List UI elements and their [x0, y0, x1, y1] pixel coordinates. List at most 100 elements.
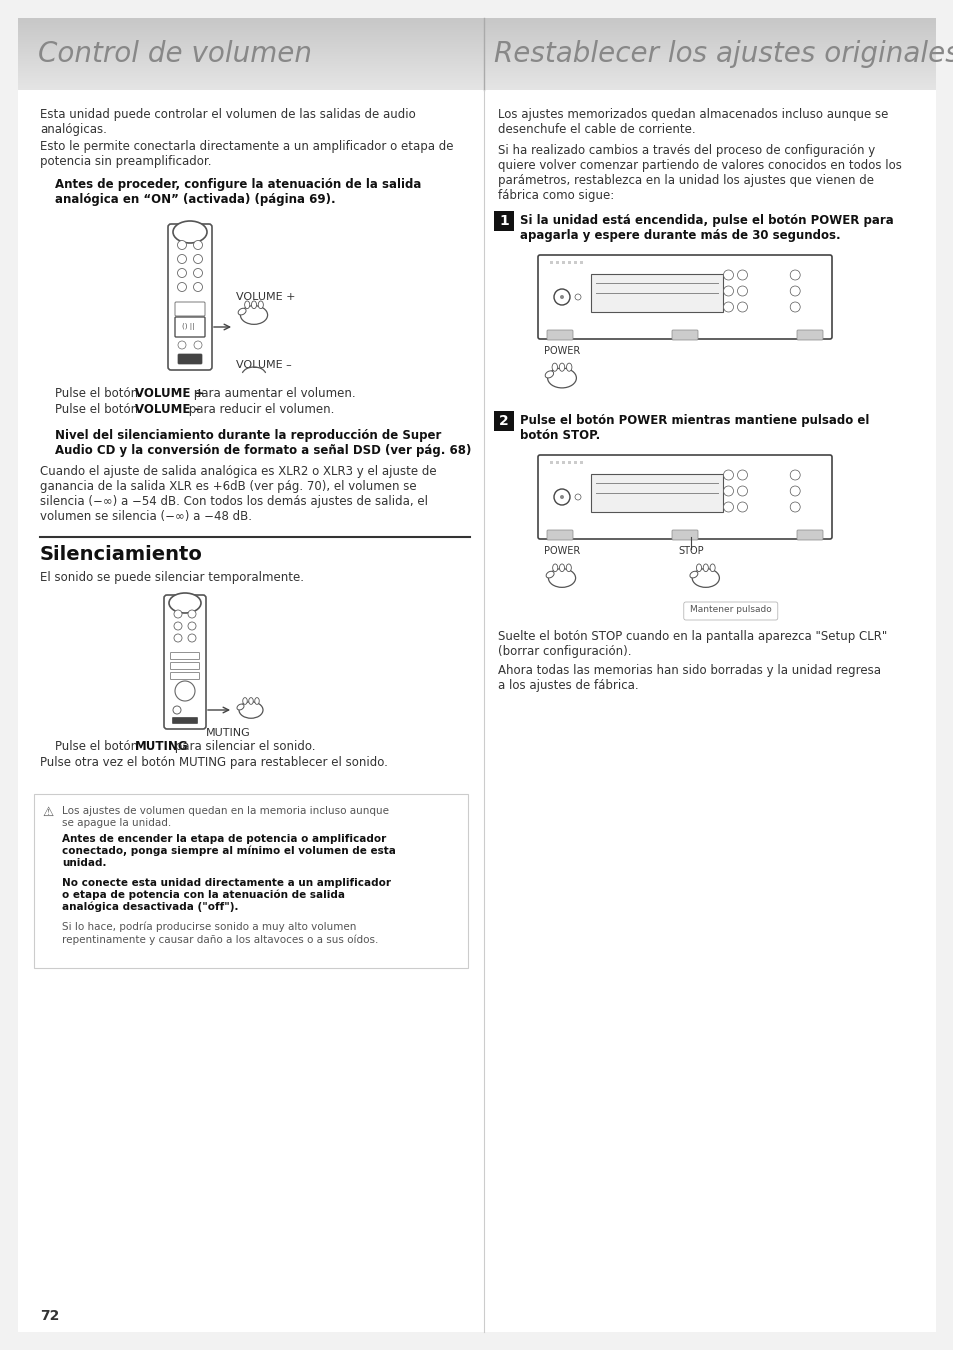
FancyBboxPatch shape — [483, 59, 935, 61]
FancyBboxPatch shape — [550, 460, 553, 464]
Ellipse shape — [249, 698, 253, 705]
Circle shape — [575, 294, 580, 300]
Circle shape — [193, 342, 202, 350]
FancyBboxPatch shape — [18, 76, 483, 78]
FancyBboxPatch shape — [18, 45, 483, 47]
Text: Pulse el botón: Pulse el botón — [55, 404, 142, 416]
FancyBboxPatch shape — [483, 70, 935, 73]
Text: Suelte el botón STOP cuando en la pantalla aparezca "Setup CLR"
(borrar configur: Suelte el botón STOP cuando en la pantal… — [497, 630, 886, 657]
Text: Pulse el botón POWER mientras mantiene pulsado el
botón STOP.: Pulse el botón POWER mientras mantiene p… — [519, 414, 868, 441]
Text: Si ha realizado cambios a través del proceso de configuración y
quiere volver co: Si ha realizado cambios a través del pro… — [497, 144, 901, 202]
Text: STOP: STOP — [678, 545, 703, 556]
Text: VOLUME +: VOLUME + — [235, 292, 295, 302]
FancyBboxPatch shape — [590, 274, 722, 312]
Text: para reducir el volumen.: para reducir el volumen. — [185, 404, 334, 416]
FancyBboxPatch shape — [483, 18, 935, 20]
FancyBboxPatch shape — [483, 69, 935, 72]
Text: VOLUME –: VOLUME – — [235, 360, 292, 370]
FancyBboxPatch shape — [18, 51, 483, 54]
Text: 72: 72 — [40, 1310, 59, 1323]
Ellipse shape — [548, 568, 575, 587]
Text: 1: 1 — [498, 215, 508, 228]
Circle shape — [722, 302, 733, 312]
Circle shape — [559, 495, 563, 500]
FancyBboxPatch shape — [18, 88, 483, 90]
Circle shape — [174, 680, 194, 701]
FancyBboxPatch shape — [483, 82, 935, 85]
FancyBboxPatch shape — [18, 85, 483, 88]
FancyBboxPatch shape — [671, 531, 698, 540]
FancyBboxPatch shape — [483, 73, 935, 76]
FancyBboxPatch shape — [483, 81, 935, 82]
Circle shape — [559, 296, 563, 298]
FancyBboxPatch shape — [483, 27, 935, 30]
Circle shape — [554, 489, 569, 505]
FancyBboxPatch shape — [483, 63, 935, 66]
FancyBboxPatch shape — [18, 39, 483, 42]
FancyBboxPatch shape — [483, 61, 935, 63]
FancyBboxPatch shape — [18, 20, 483, 23]
Text: () ||: () || — [182, 324, 194, 331]
FancyBboxPatch shape — [174, 317, 205, 338]
FancyBboxPatch shape — [483, 42, 935, 45]
FancyBboxPatch shape — [18, 26, 483, 28]
FancyBboxPatch shape — [579, 261, 582, 265]
FancyBboxPatch shape — [483, 32, 935, 35]
FancyBboxPatch shape — [18, 47, 483, 50]
Circle shape — [789, 302, 800, 312]
FancyBboxPatch shape — [556, 460, 558, 464]
Circle shape — [173, 634, 182, 643]
Circle shape — [172, 706, 181, 714]
Circle shape — [188, 634, 195, 643]
Circle shape — [188, 622, 195, 630]
FancyBboxPatch shape — [18, 59, 483, 61]
Text: Esto le permite conectarla directamente a un amplificador o etapa de
potencia si: Esto le permite conectarla directamente … — [40, 140, 453, 167]
Text: 2: 2 — [498, 414, 508, 428]
FancyBboxPatch shape — [574, 261, 577, 265]
FancyBboxPatch shape — [18, 38, 483, 39]
Text: MUTING: MUTING — [206, 728, 250, 738]
FancyBboxPatch shape — [796, 329, 822, 340]
Circle shape — [193, 255, 202, 263]
FancyBboxPatch shape — [18, 61, 483, 63]
FancyBboxPatch shape — [18, 27, 483, 30]
Circle shape — [193, 240, 202, 250]
FancyBboxPatch shape — [483, 88, 935, 90]
FancyBboxPatch shape — [671, 329, 698, 340]
FancyBboxPatch shape — [18, 66, 483, 69]
Text: El sonido se puede silenciar temporalmente.: El sonido se puede silenciar temporalmen… — [40, 571, 304, 585]
Text: Nivel del silenciamiento durante la reproducción de Super
Audio CD y la conversi: Nivel del silenciamiento durante la repr… — [55, 429, 471, 458]
Ellipse shape — [236, 705, 244, 710]
Circle shape — [188, 610, 195, 618]
FancyBboxPatch shape — [546, 329, 573, 340]
Text: Control de volumen: Control de volumen — [38, 40, 312, 68]
FancyBboxPatch shape — [483, 35, 935, 38]
FancyBboxPatch shape — [483, 26, 935, 28]
Ellipse shape — [552, 363, 557, 371]
Text: para silenciar el sonido.: para silenciar el sonido. — [171, 740, 315, 753]
Circle shape — [173, 610, 182, 618]
FancyBboxPatch shape — [590, 474, 722, 512]
FancyBboxPatch shape — [483, 85, 935, 88]
Circle shape — [193, 282, 202, 292]
FancyBboxPatch shape — [483, 23, 935, 26]
Ellipse shape — [692, 568, 719, 587]
Circle shape — [789, 270, 800, 279]
Ellipse shape — [558, 363, 564, 371]
Ellipse shape — [545, 571, 554, 578]
FancyBboxPatch shape — [171, 663, 199, 670]
Ellipse shape — [172, 221, 207, 243]
Ellipse shape — [689, 571, 698, 578]
Text: Antes de encender la etapa de potencia o amplificador
conectado, ponga siempre a: Antes de encender la etapa de potencia o… — [62, 834, 395, 868]
FancyBboxPatch shape — [546, 531, 573, 540]
FancyBboxPatch shape — [483, 39, 935, 42]
FancyBboxPatch shape — [683, 602, 777, 620]
FancyBboxPatch shape — [18, 32, 483, 35]
FancyBboxPatch shape — [18, 69, 483, 72]
Circle shape — [789, 470, 800, 481]
Circle shape — [554, 289, 569, 305]
Circle shape — [722, 270, 733, 279]
FancyBboxPatch shape — [483, 30, 935, 32]
FancyBboxPatch shape — [483, 66, 935, 69]
FancyBboxPatch shape — [483, 54, 935, 57]
